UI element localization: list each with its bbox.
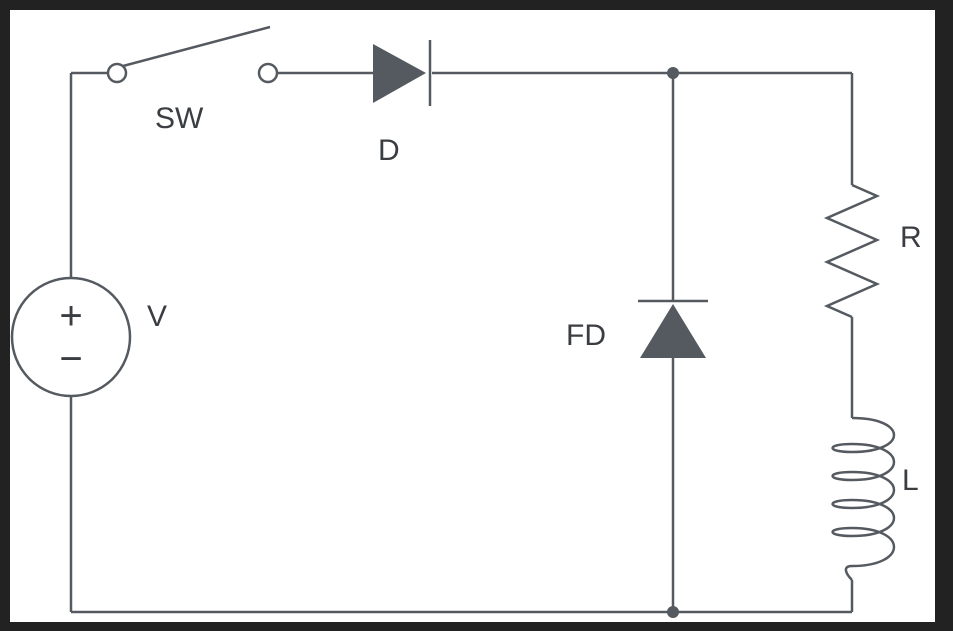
label-d: D [378, 134, 400, 167]
fd-triangle [640, 304, 706, 358]
diode-d [373, 40, 432, 106]
plus-symbol: + [59, 294, 82, 338]
label-sw: SW [155, 102, 204, 135]
voltage-source-v: + − [10, 276, 132, 398]
junction-dot-bottom [667, 606, 679, 618]
switch-contact-left [106, 62, 128, 84]
resistor-r [823, 183, 881, 319]
label-r: R [900, 221, 922, 254]
freewheel-diode-fd [638, 299, 708, 358]
label-l: L [902, 464, 919, 497]
switch-sw [106, 25, 279, 84]
minus-symbol: − [59, 337, 82, 381]
voltage-source-circle [10, 276, 132, 398]
junction-dot-top [667, 67, 679, 79]
diagram-background [10, 10, 935, 622]
inductor-l [831, 416, 896, 581]
diode-d-triangle [373, 44, 426, 103]
label-fd: FD [566, 319, 606, 352]
switch-blade [122, 25, 271, 68]
label-v: V [147, 300, 167, 333]
wires [69, 71, 854, 614]
switch-contact-right [257, 62, 279, 84]
